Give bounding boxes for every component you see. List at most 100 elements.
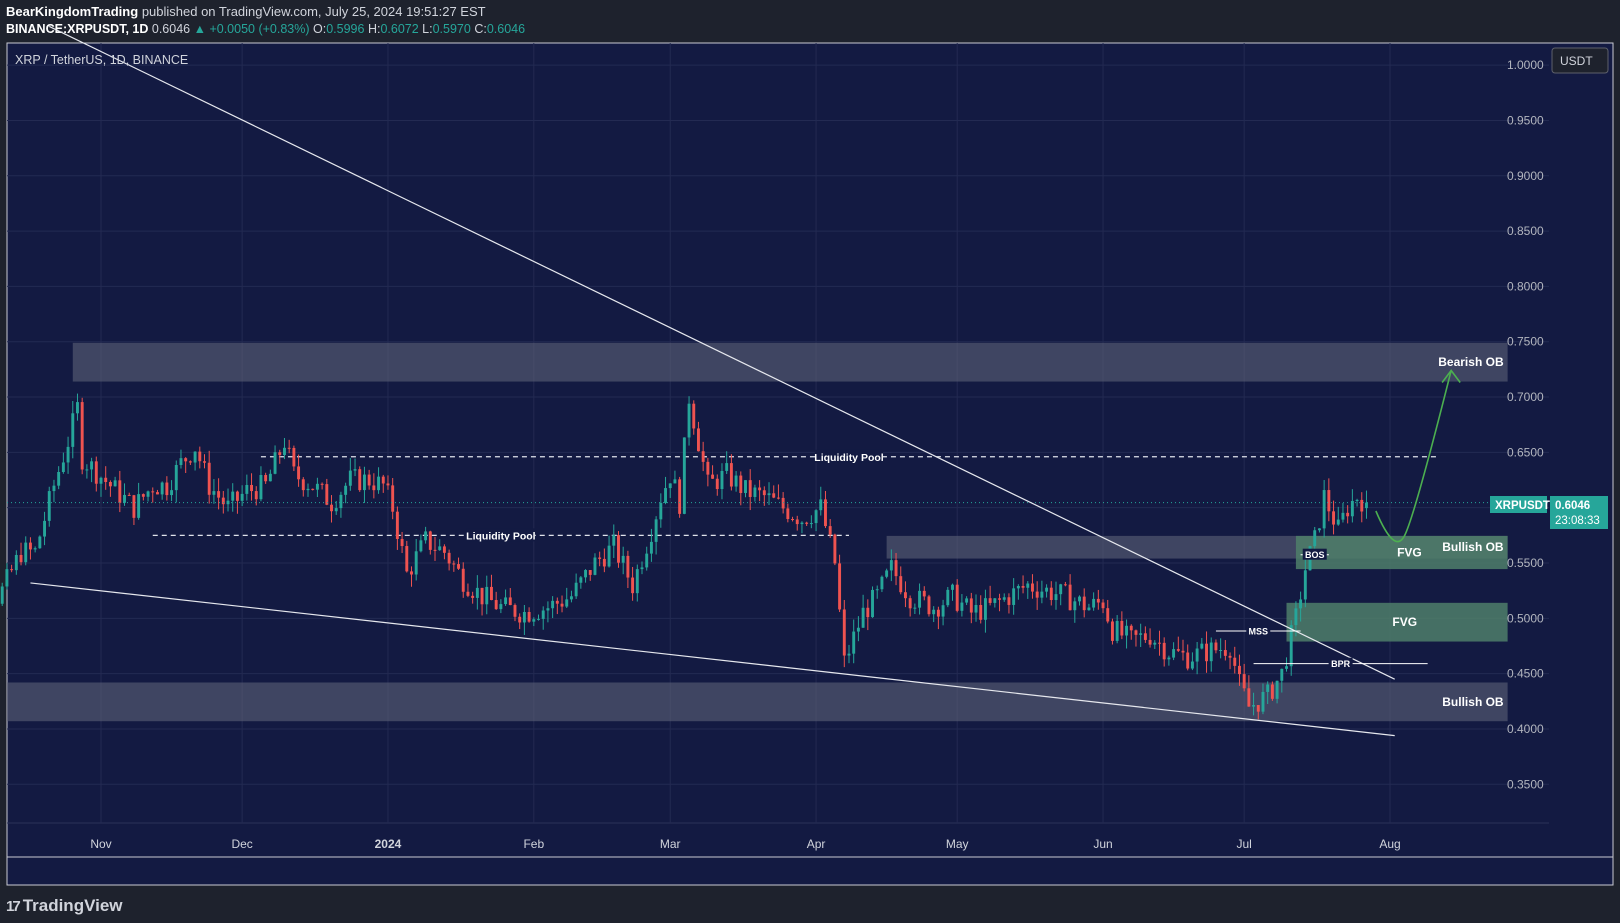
y-tick-label: 0.9500 [1507, 113, 1544, 127]
candle [203, 454, 206, 469]
candle-body [1242, 674, 1246, 689]
candle-body [188, 461, 192, 463]
candle-body [137, 494, 141, 518]
candle-body [593, 557, 597, 575]
candle-body [918, 590, 922, 608]
candle [598, 551, 602, 567]
candle [1045, 584, 1049, 598]
candle [1200, 637, 1204, 650]
currency-button[interactable]: USDT [1551, 47, 1609, 74]
candle [579, 575, 583, 589]
candle [1223, 640, 1227, 661]
candle [922, 586, 926, 601]
candle [325, 478, 329, 506]
candle [301, 477, 305, 497]
candle-body [527, 611, 531, 622]
candle-body [951, 584, 954, 590]
candle-body [118, 480, 122, 503]
tradingview-brand[interactable]: 17 TradingView [6, 896, 123, 916]
candle-body [739, 475, 743, 494]
candle-body [569, 596, 573, 600]
currency-button-label[interactable]: USDT [1560, 54, 1593, 68]
candle [10, 564, 14, 573]
currency-button-bg[interactable] [1551, 47, 1609, 74]
candle [66, 436, 70, 474]
candle [278, 449, 282, 464]
candle-body [819, 499, 823, 511]
candle-body [165, 482, 169, 496]
candle [24, 536, 28, 566]
candle [983, 589, 987, 633]
x-tick-label: Nov [90, 837, 111, 851]
candle-body [264, 474, 268, 482]
candle [522, 604, 526, 635]
order-block-zone [72, 342, 1508, 382]
candle-body [1256, 705, 1260, 712]
candle [334, 500, 338, 515]
candle-body [179, 458, 183, 465]
candle-body [631, 577, 635, 594]
candle-body [1068, 584, 1072, 611]
candle-body [71, 413, 75, 447]
symbol-line: BINANCE:XRPUSDT, 1D [6, 22, 149, 36]
candle [678, 476, 682, 518]
close-label: C: [474, 22, 487, 36]
candle [118, 470, 122, 513]
candle [824, 490, 827, 529]
candle [428, 530, 432, 555]
chart-title: XRP / TetherUS, 1D, BINANCE [15, 53, 188, 67]
candle-body [871, 589, 874, 618]
candle-body [1186, 652, 1190, 669]
candle-body [1238, 665, 1241, 675]
candle-body [908, 598, 912, 609]
candle [772, 485, 776, 499]
candle [748, 469, 752, 511]
candle-body [734, 475, 738, 487]
candle-body [424, 531, 428, 541]
candle-body [1096, 598, 1100, 603]
candle [315, 477, 319, 498]
candle [551, 596, 555, 619]
price-tag-countdown: 23:08:33 [1555, 515, 1600, 527]
candle-body [584, 570, 588, 578]
candle-body [1341, 512, 1345, 520]
candle [654, 516, 658, 555]
candle [287, 439, 291, 454]
time-axis[interactable]: Nov Dec 2024 Feb Mar Apr May Jun Jul Aug [90, 837, 1400, 851]
candle [14, 550, 18, 575]
candle [155, 489, 159, 495]
candle-body [965, 598, 969, 603]
candle-body [76, 402, 79, 414]
candle [1294, 601, 1298, 637]
author-name[interactable]: BearKingdomTrading [6, 4, 139, 19]
candle [254, 486, 258, 506]
candle [758, 480, 762, 502]
candle [842, 599, 846, 668]
candle [541, 606, 545, 630]
candle-body [38, 536, 42, 549]
candle [993, 597, 997, 608]
candle [1332, 500, 1336, 535]
candle-body [221, 497, 225, 505]
candle [504, 589, 508, 606]
candle-body [1228, 655, 1232, 658]
candle-body [720, 470, 724, 490]
candle-body [781, 497, 785, 509]
candle [659, 493, 663, 528]
candle [880, 575, 884, 593]
candle-body [10, 569, 14, 571]
candle [894, 553, 898, 586]
candle-body [696, 428, 700, 452]
candle [490, 574, 493, 601]
candle [433, 536, 437, 561]
candle [1303, 557, 1307, 608]
candle-body [668, 483, 672, 489]
candle-body [678, 479, 682, 514]
candle [297, 454, 301, 487]
candle [160, 481, 164, 500]
candle-body [1082, 596, 1086, 611]
candle-body [381, 476, 385, 484]
candle-body [1054, 594, 1058, 601]
candle [212, 479, 216, 504]
